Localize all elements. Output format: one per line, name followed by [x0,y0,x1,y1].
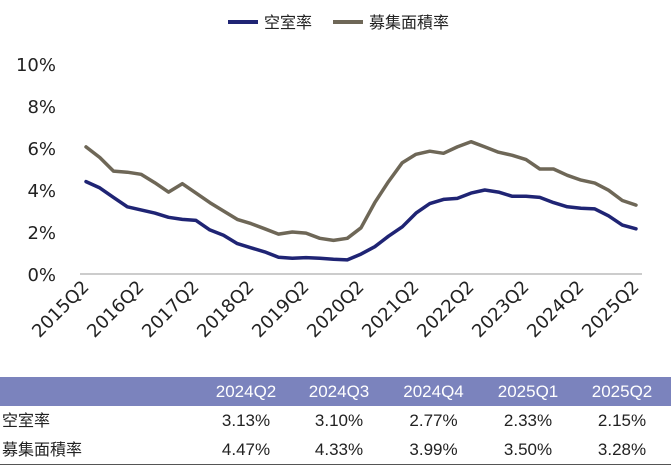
y-tick-label: 6% [27,139,56,160]
y-tick-label: 2% [27,223,56,244]
line-chart: 0% 2% 4% 6% 8% 10% 2015Q2 2016Q2 2017Q2 2018Q2 201… [16,13,644,342]
y-tick-label: 10% [16,55,56,76]
table-header-cell: 2024Q4 [403,382,464,401]
table-header-row: 2024Q2 2024Q3 2024Q4 2025Q1 2025Q2 [0,377,671,406]
x-tick-label: 2017Q2 [138,277,203,342]
table-header-cell: 2024Q2 [215,382,277,401]
y-tick-label: 8% [27,97,56,118]
table-row-label: 募集面積率 [2,440,83,459]
table-cell: 2.33% [503,411,553,430]
x-tick-label: 2018Q2 [193,277,258,342]
y-tick-label: 0% [27,265,56,286]
y-tick-label: 4% [27,181,56,202]
table-row: 空室率 3.13% 3.10% 2.77% 2.33% 2.15% [0,406,671,435]
table-cell: 3.50% [503,440,553,459]
x-tick-label: 2023Q2 [468,277,533,342]
table-cell: 4.47% [221,440,271,459]
table-cell: 3.13% [221,411,271,430]
x-tick-label: 2021Q2 [358,277,423,342]
table-cell: 2.15% [597,411,647,430]
vacancy-rate-line [84,179,638,262]
table-header-cell: 2024Q3 [308,382,370,401]
x-tick-label: 2024Q2 [523,277,588,342]
x-tick-label: 2016Q2 [83,277,148,342]
x-tick-label: 2019Q2 [248,277,313,342]
legend-label: 募集面積率 [369,13,449,32]
table-cell: 2.77% [409,411,458,430]
chart-svg: 0% 2% 4% 6% 8% 10% 2015Q22016Q22017Q22018Q2201… [16,13,644,342]
table-row: 募集面積率 4.47% 4.33% 3.99% 3.50% 3.28% [0,435,671,465]
table-row-label: 空室率 [2,411,51,430]
x-tick-label: 2015Q2 [28,277,93,342]
x-tick-label: 2022Q2 [413,277,478,342]
table-header-cell: 2025Q2 [591,382,653,401]
data-table: 2024Q2 2024Q3 2024Q4 2025Q1 2025Q2 空室率 3… [0,377,671,465]
table-cell: 3.10% [314,411,364,430]
table-cell: 3.99% [409,440,458,459]
table-header-cell: 2025Q1 [497,382,559,401]
x-tick-label: 2025Q2 [578,277,643,342]
table-cell: 4.33% [314,440,364,459]
recruitment-area-rate-line [84,139,638,243]
table-cell: 3.28% [597,440,647,459]
legend-label: 空室率 [264,13,312,32]
x-tick-label: 2020Q2 [303,277,368,342]
